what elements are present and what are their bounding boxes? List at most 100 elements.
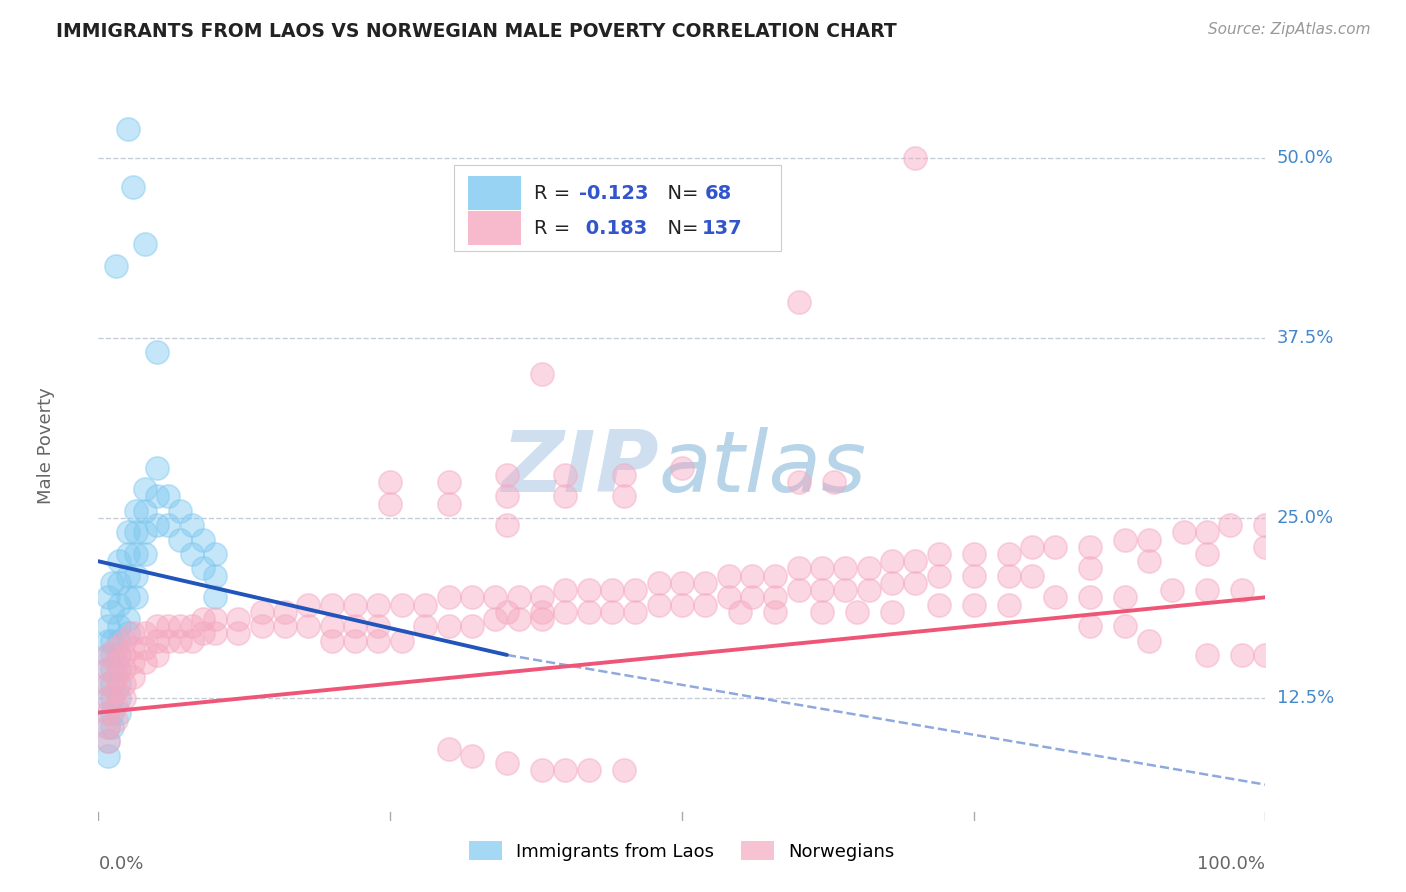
Point — [787, 475, 810, 489]
Point — [193, 626, 215, 640]
Point — [101, 662, 124, 676]
Point — [193, 612, 215, 626]
Point — [101, 691, 124, 706]
Point — [1045, 591, 1067, 605]
Point — [1195, 648, 1218, 662]
Point — [1230, 583, 1253, 598]
Point — [125, 504, 148, 518]
Point — [97, 706, 120, 720]
Point — [380, 475, 402, 489]
Point — [496, 605, 519, 619]
Point — [169, 533, 191, 547]
Point — [146, 518, 169, 533]
Point — [858, 583, 880, 598]
Point — [811, 583, 834, 598]
Point — [97, 691, 120, 706]
Point — [461, 591, 484, 605]
Point — [146, 460, 169, 475]
Point — [554, 763, 576, 777]
Point — [108, 706, 131, 720]
Point — [1114, 533, 1136, 547]
Point — [193, 561, 215, 575]
Point — [97, 706, 120, 720]
Point — [97, 619, 120, 633]
Point — [108, 662, 131, 676]
Point — [741, 591, 763, 605]
Point — [484, 591, 506, 605]
Text: R =: R = — [534, 184, 576, 203]
Point — [1137, 554, 1160, 568]
Point — [112, 677, 135, 691]
Point — [157, 619, 180, 633]
Point — [122, 179, 145, 194]
Text: 0.0%: 0.0% — [98, 855, 143, 873]
Text: Male Poverty: Male Poverty — [37, 388, 55, 504]
Point — [613, 467, 636, 482]
Point — [834, 561, 856, 575]
Point — [97, 734, 120, 748]
Point — [146, 619, 169, 633]
Point — [108, 691, 131, 706]
Point — [1195, 583, 1218, 598]
Point — [97, 662, 120, 676]
Point — [823, 475, 845, 489]
Point — [496, 518, 519, 533]
Text: -0.123: -0.123 — [579, 184, 648, 203]
Point — [962, 598, 984, 612]
Point — [647, 598, 669, 612]
Point — [554, 490, 576, 504]
Point — [101, 648, 124, 662]
Point — [461, 748, 484, 763]
Point — [530, 591, 553, 605]
Point — [671, 598, 693, 612]
Point — [437, 475, 460, 489]
Point — [1137, 533, 1160, 547]
Point — [613, 490, 636, 504]
Point — [117, 626, 139, 640]
Point — [530, 612, 553, 626]
Point — [1173, 525, 1195, 540]
Point — [204, 591, 226, 605]
Point — [117, 612, 139, 626]
Point — [554, 605, 576, 619]
FancyBboxPatch shape — [454, 165, 782, 252]
Point — [112, 662, 135, 676]
Point — [125, 547, 148, 561]
Point — [928, 547, 950, 561]
Point — [647, 575, 669, 590]
Point — [134, 655, 156, 669]
Point — [904, 575, 927, 590]
Point — [367, 633, 389, 648]
Point — [146, 633, 169, 648]
Point — [228, 612, 250, 626]
Text: 100.0%: 100.0% — [1198, 855, 1265, 873]
Point — [880, 575, 903, 590]
Point — [297, 598, 319, 612]
Point — [104, 640, 127, 655]
Point — [204, 547, 226, 561]
Point — [437, 497, 460, 511]
Point — [146, 648, 169, 662]
Point — [122, 669, 145, 683]
Point — [928, 598, 950, 612]
Point — [134, 482, 156, 496]
Point — [104, 684, 127, 698]
Point — [104, 259, 127, 273]
Point — [112, 691, 135, 706]
Point — [104, 655, 127, 669]
Point — [1080, 591, 1102, 605]
Point — [108, 677, 131, 691]
Point — [104, 698, 127, 713]
Point — [508, 591, 530, 605]
Point — [811, 561, 834, 575]
Point — [297, 619, 319, 633]
Point — [101, 633, 124, 648]
Point — [134, 640, 156, 655]
Point — [134, 504, 156, 518]
FancyBboxPatch shape — [468, 177, 520, 210]
Point — [1161, 583, 1184, 598]
Point — [108, 598, 131, 612]
Text: 37.5%: 37.5% — [1277, 329, 1334, 347]
Point — [461, 619, 484, 633]
Point — [437, 741, 460, 756]
